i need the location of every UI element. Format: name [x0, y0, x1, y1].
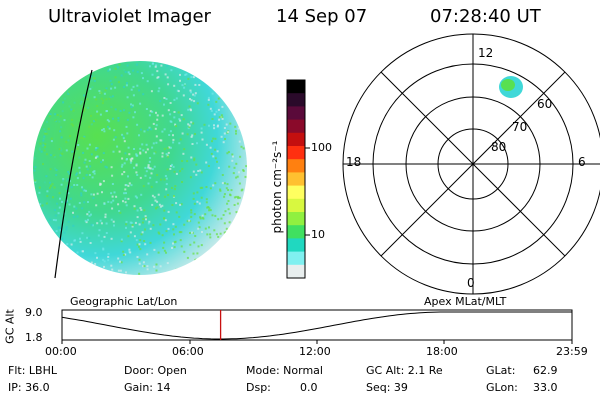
- mlat-label-70: 70: [512, 120, 528, 134]
- projection-label-geo: Geographic Lat/Lon: [70, 295, 178, 308]
- colorbar-swatch: [287, 132, 305, 147]
- colorbar-swatch: [287, 146, 305, 160]
- altitude-strip: [61, 309, 573, 344]
- colorbar-swatch: [287, 251, 305, 266]
- colorbar-swatch: [287, 106, 305, 121]
- xtick-label-3: 18:00: [426, 345, 458, 358]
- altitude-curve: [61, 311, 572, 340]
- colorbar-swatch: [287, 80, 305, 94]
- altitude-ytick-top: 9.0: [25, 306, 43, 319]
- colorbar-swatch: [287, 185, 305, 200]
- status-glon-value: 33.0: [533, 381, 558, 394]
- status-gc-alt: GC Alt: 2.1 Re: [366, 364, 443, 377]
- polar-plot: [342, 33, 600, 295]
- xtick-label-4: 23:59: [556, 345, 588, 358]
- mlat-label-60: 60: [537, 97, 553, 111]
- status-dsp-value: 0.0: [300, 381, 318, 394]
- colorbar-label-10: 10: [311, 228, 325, 241]
- status-gain: Gain: 14: [124, 381, 171, 394]
- mlat-label-80: 80: [491, 140, 507, 154]
- colorbar-swatch: [287, 198, 305, 213]
- xtick-label-1: 06:00: [172, 345, 204, 358]
- status-mode: Mode: Normal: [246, 364, 323, 377]
- aurora-blob-inner: [501, 79, 515, 91]
- date-label: 14 Sep 07: [276, 6, 368, 27]
- polar-aurora-blob: [499, 76, 523, 98]
- colorbar-swatch: [287, 212, 305, 226]
- status-glon-label: GLon:: [486, 381, 518, 394]
- status-door: Door: Open: [124, 364, 187, 377]
- mlt-label-0: 0: [467, 276, 475, 290]
- status-dsp-label: Dsp:: [246, 381, 271, 394]
- colorbar-label-100: 100: [311, 141, 332, 154]
- colorbar-swatches: [287, 80, 305, 279]
- earth-speckle: [33, 62, 247, 275]
- polar-diagonal-2: [380, 71, 566, 257]
- mlt-label-12: 12: [478, 46, 494, 60]
- instrument-title: Ultraviolet Imager: [48, 6, 211, 27]
- altitude-ylabel: GC Alt: [3, 309, 17, 344]
- colorbar: [286, 79, 310, 279]
- colorbar-swatch: [287, 264, 305, 279]
- colorbar-swatch: [287, 225, 305, 239]
- colorbar-swatch: [287, 119, 305, 134]
- projection-label-apex: Apex MLat/MLT: [424, 295, 507, 308]
- earth-disk: [33, 61, 247, 275]
- altitude-ytick-bottom: 1.8: [25, 331, 43, 344]
- status-filter: Flt: LBHL: [8, 364, 57, 377]
- earth-image: [33, 61, 247, 279]
- colorbar-frame: [286, 79, 306, 279]
- status-glat-value: 62.9: [533, 364, 558, 377]
- altitude-frame: [61, 309, 573, 341]
- status-seq: Seq: 39: [366, 381, 408, 394]
- status-glat-label: GLat:: [486, 364, 516, 377]
- xtick-label-0: 00:00: [45, 345, 77, 358]
- terminator-line: [54, 69, 93, 279]
- colorbar-swatch: [287, 238, 305, 253]
- status-ip: IP: 36.0: [8, 381, 50, 394]
- colorbar-swatch: [287, 93, 305, 107]
- xtick-label-2: 12:00: [299, 345, 331, 358]
- colorbar-swatch: [287, 172, 305, 187]
- colorbar-unit-label: photon cm⁻²s⁻¹: [270, 140, 284, 234]
- mlt-label-18: 18: [346, 155, 362, 169]
- mlt-label-6: 6: [578, 155, 586, 169]
- time-label: 07:28:40 UT: [430, 6, 541, 27]
- colorbar-swatch: [287, 159, 305, 173]
